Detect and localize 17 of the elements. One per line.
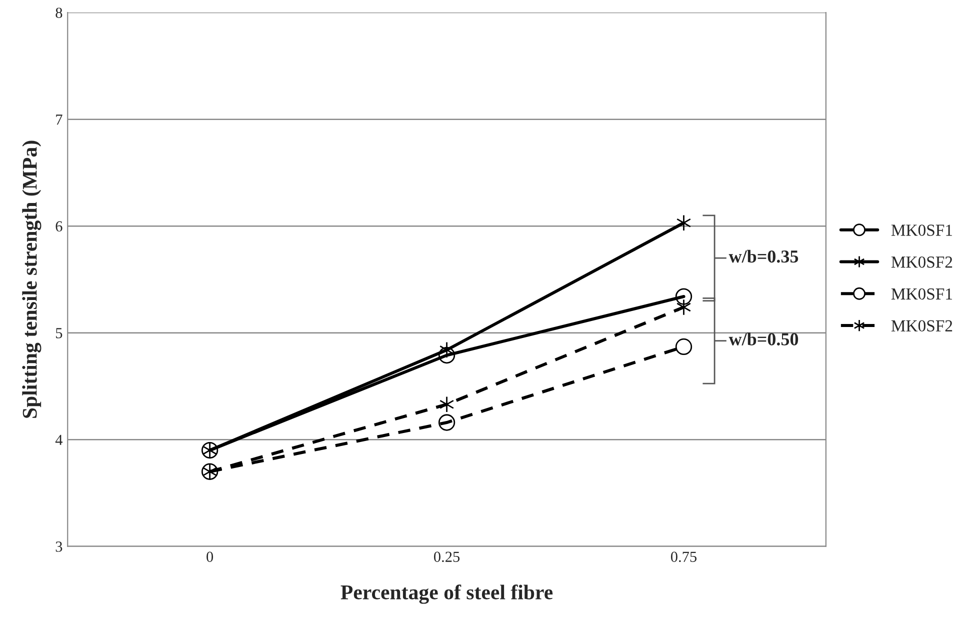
y-tick-label: 3 [56, 542, 62, 552]
annotation: w/b=0.50 [728, 332, 798, 346]
annotation: w/b=0.35 [728, 250, 798, 263]
x-tick-label: 0.25 [434, 552, 460, 562]
legend-label: MK0SF1 [891, 224, 952, 236]
y-tick-label: 5 [56, 328, 62, 338]
legend-label: MK0SF2 [891, 320, 952, 332]
x-tick-label: 0.75 [670, 552, 697, 562]
legend-label: MK0SF1 [891, 288, 952, 300]
x-tick-label: 0 [206, 552, 214, 562]
x-axis-title: Percentage of steel fibre [340, 584, 553, 604]
legend-label: MK0SF2 [891, 256, 952, 268]
y-tick-label: 8 [56, 8, 62, 18]
y-tick-label: 6 [56, 221, 62, 232]
y-tick-label: 7 [56, 114, 62, 125]
y-axis-title: Splitting tensile strength (MPa) [22, 140, 42, 418]
y-tick-label: 4 [55, 434, 63, 445]
